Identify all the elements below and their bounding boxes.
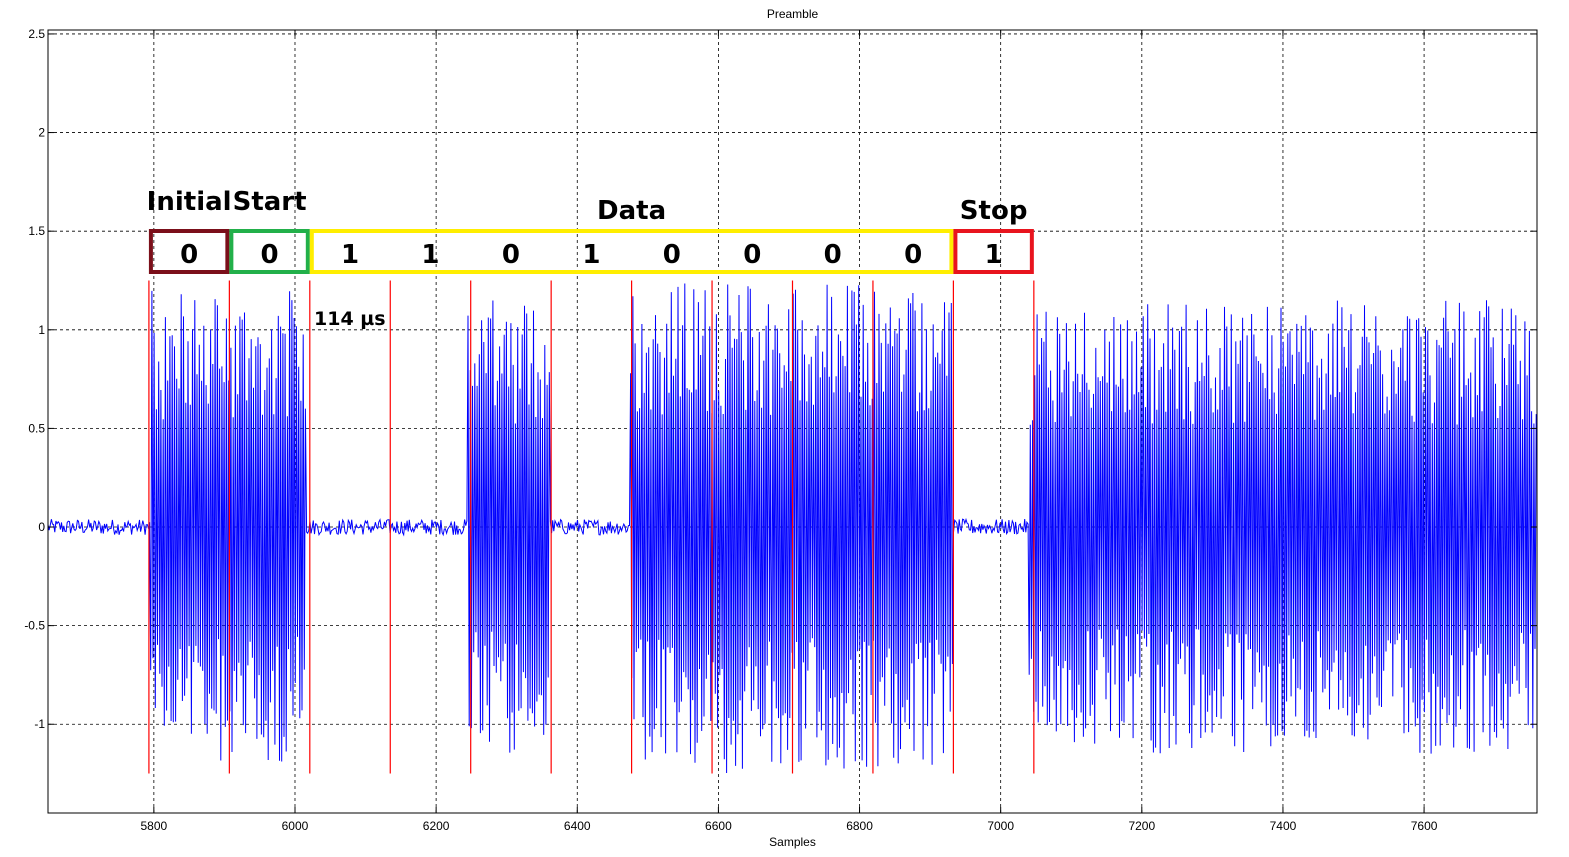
bit-width-annotation: 114 µs [314,308,386,330]
segment-stop: 1 Stop [953,196,1034,274]
x-tick-label: 6400 [564,819,591,833]
bit-label: 0 [904,240,922,270]
segment-box [229,229,310,274]
x-tick-label: 6000 [282,819,309,833]
bit-label: 0 [502,240,520,270]
x-tick-label: 7600 [1411,819,1438,833]
chart-title: Preamble [767,7,819,21]
x-tick-label: 6200 [423,819,450,833]
bit-label: 1 [985,240,1003,270]
x-tick-label: 6800 [846,819,873,833]
segment-data: 1 1 0 1 0 0 0 0 Data [309,196,954,274]
bit-label: 1 [582,240,600,270]
x-tick-label: 7000 [987,819,1014,833]
segment-label: Data [597,196,666,226]
x-axis-label: Samples [769,835,816,849]
y-tick-label: 2 [38,126,45,140]
bit-label: 0 [824,240,842,270]
bit-label: 1 [421,240,439,270]
segment-box [953,229,1034,274]
y-tick-label: 0.5 [28,421,45,435]
segment-label: Start [233,187,307,217]
axes-frame [47,29,1538,814]
bit-boundaries [148,280,1035,774]
y-tick-label: 0 [38,520,45,534]
y-tick-label: -1 [34,717,45,731]
x-tick-label: 5800 [141,819,168,833]
y-tick-label: 2.5 [28,27,45,41]
segment-initial: 0 Initial [147,187,232,274]
segment-label: Initial [147,187,232,217]
x-tick-label: 6600 [705,819,732,833]
bit-label: 0 [743,240,761,270]
y-tick-label: -0.5 [24,619,45,633]
segment-box [309,229,954,274]
bit-label: 0 [261,240,279,270]
bit-label: 0 [663,240,681,270]
y-tick-label: 1 [38,323,45,337]
segment-start: 0 Start [229,187,310,274]
segment-label: Stop [960,196,1028,226]
bit-label: 1 [341,240,359,270]
y-tick-label: 1.5 [28,224,45,238]
bit-label: 0 [180,240,198,270]
x-tick-label: 7200 [1128,819,1155,833]
segment-box [148,229,230,274]
x-tick-label: 7400 [1270,819,1297,833]
